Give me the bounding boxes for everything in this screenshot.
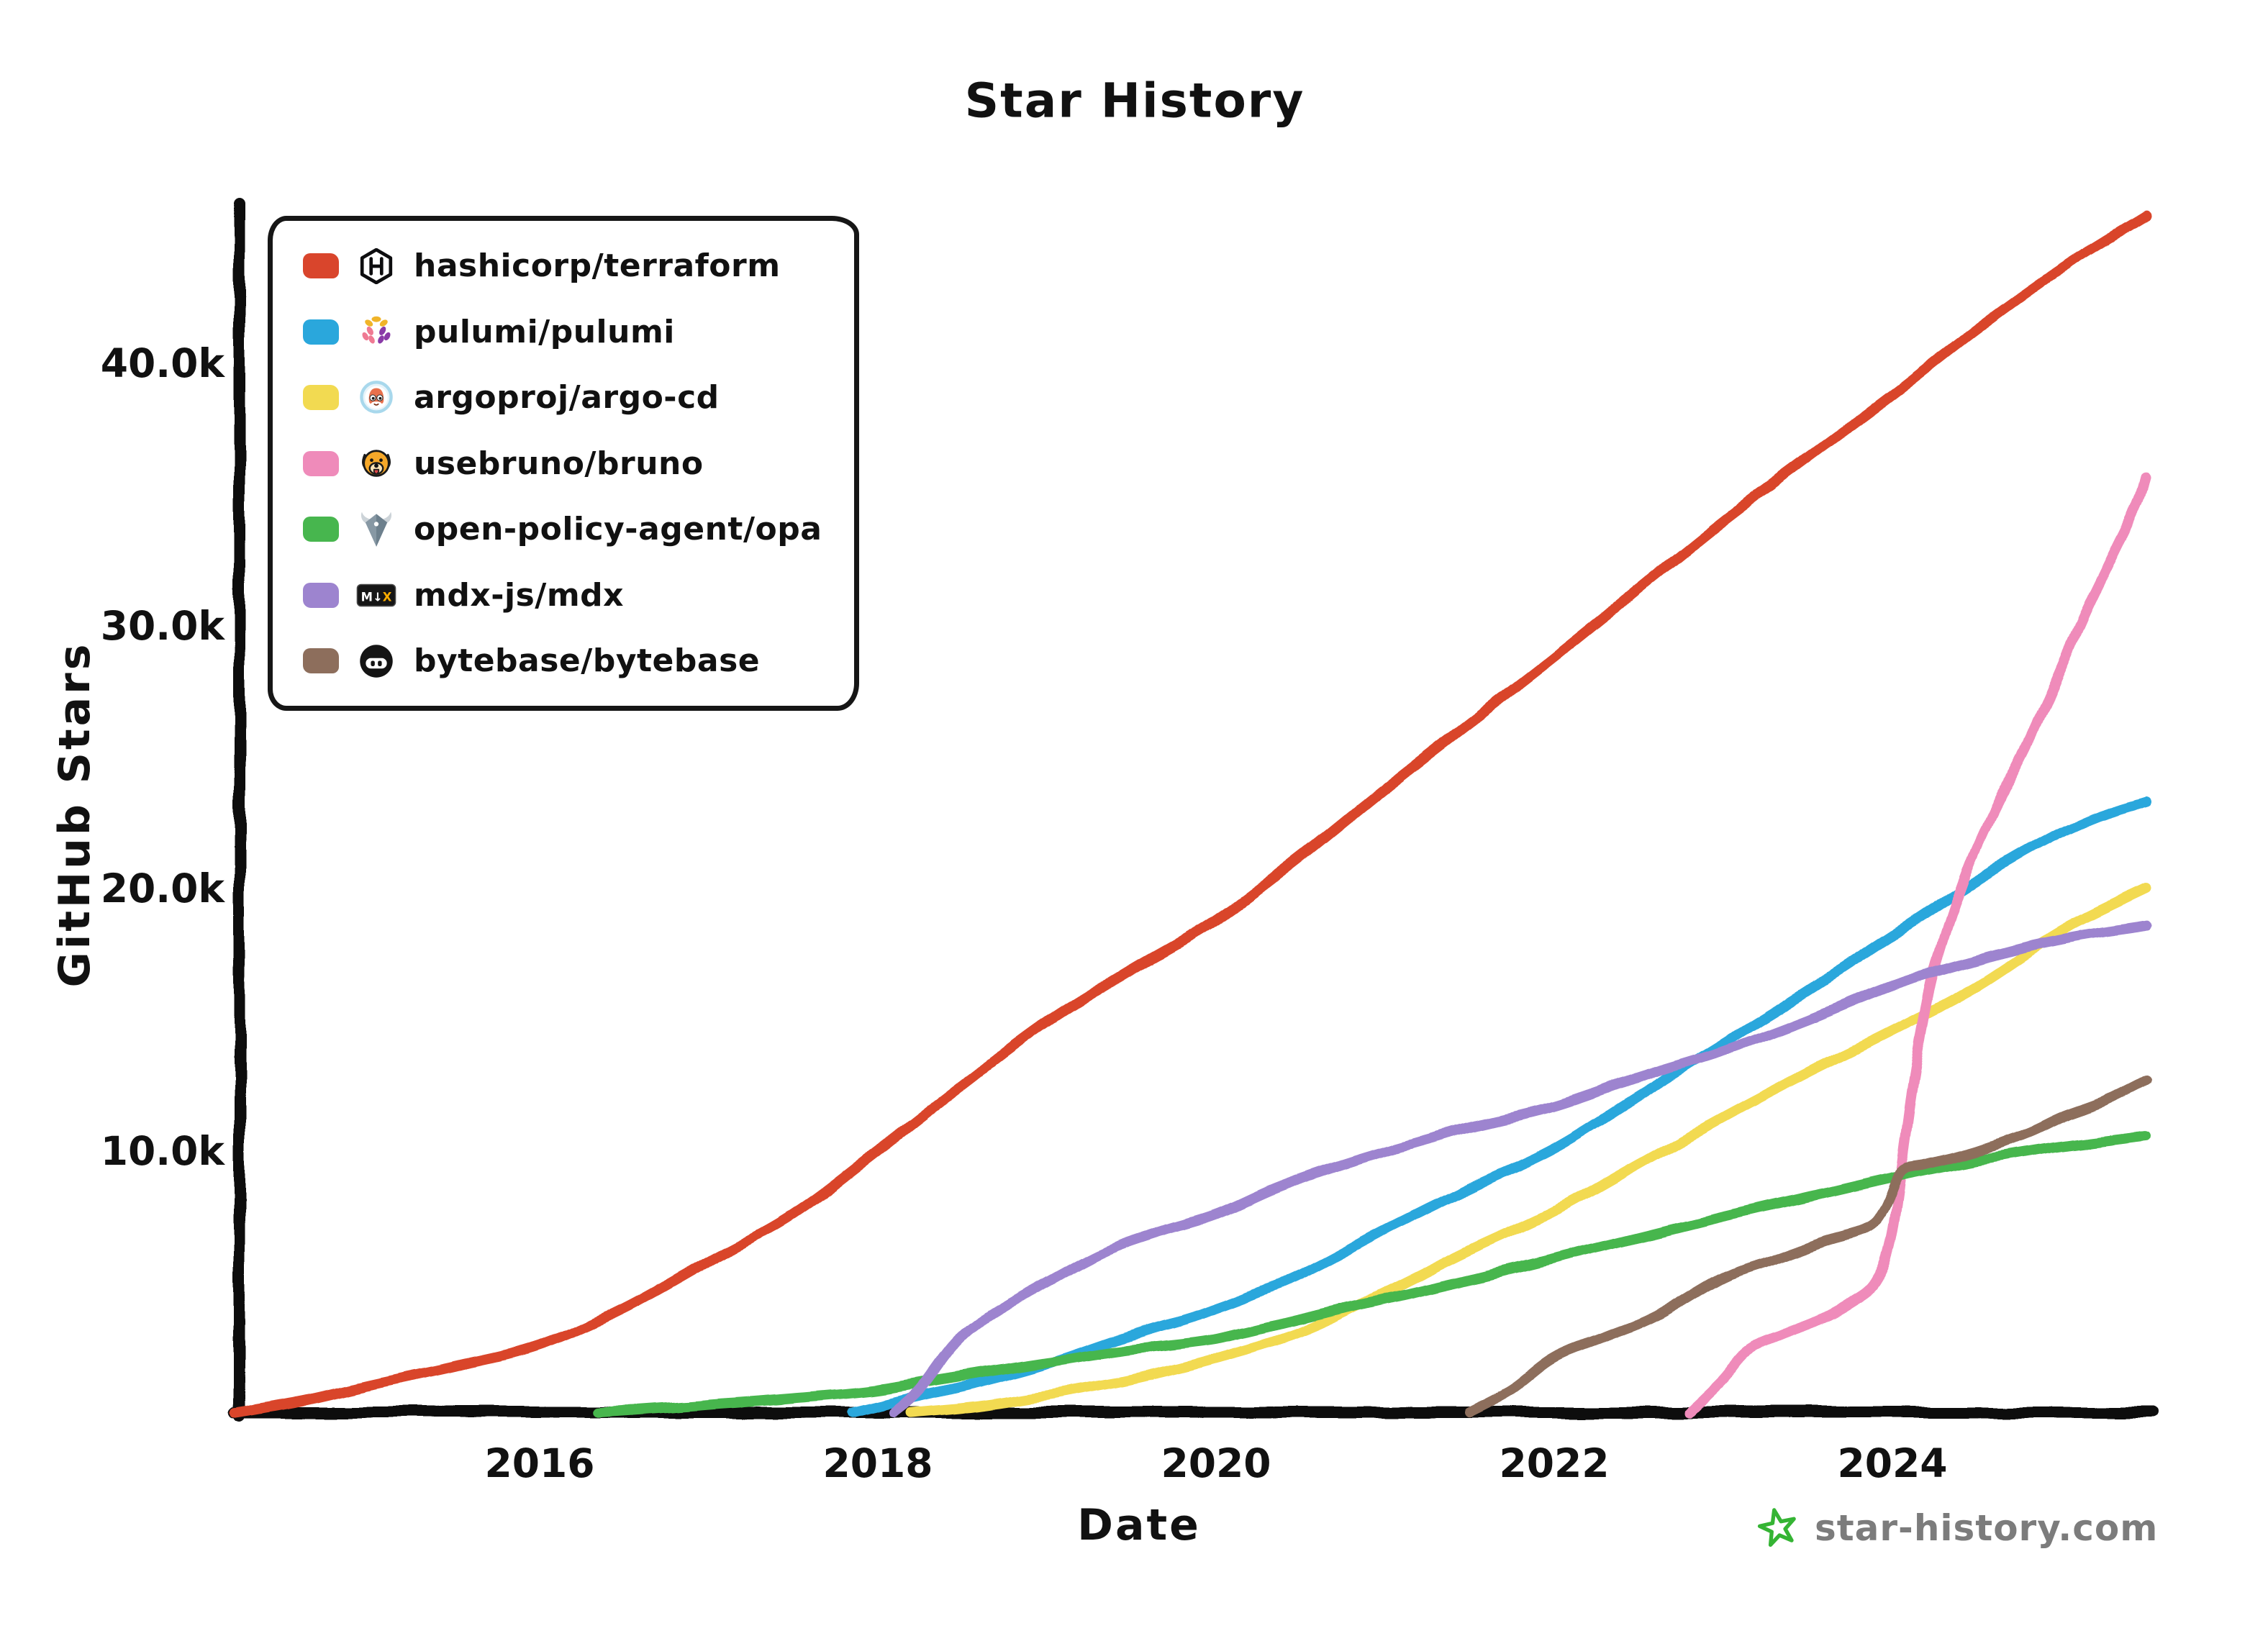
legend-item-label: mdx-js/mdx [414, 576, 625, 614]
series-line-argoproj-argo-cd [907, 883, 2151, 1418]
series-line-open-policy-agent-opa [594, 1130, 2151, 1418]
star-logo-icon [1754, 1504, 1802, 1552]
x-tick-label: 2016 [484, 1440, 595, 1486]
legend-item-hashicorp-terraform: hashicorp/terraform [303, 235, 847, 297]
legend-color-swatch [303, 319, 339, 345]
legend-item-label: argoproj/argo-cd [414, 379, 720, 416]
watermark: star-history.com [1754, 1495, 2158, 1561]
legend-color-swatch [303, 517, 339, 542]
legend-item-label: open-policy-agent/opa [414, 511, 822, 547]
y-tick-label: 40.0k [100, 340, 224, 386]
series-line-pulumi-pulumi [847, 796, 2151, 1418]
y-tick-label: 20.0k [100, 865, 224, 912]
legend-item-argoproj-argo-cd: argoproj/argo-cd [303, 367, 847, 429]
x-axis-title: Date [1077, 1500, 1201, 1550]
series-line-bytebase-bytebase [1464, 1075, 2151, 1418]
legend-color-swatch [303, 648, 339, 673]
legend-item-bytebase-bytebase: bytebase/bytebase [303, 630, 847, 692]
legend-item-label: pulumi/pulumi [414, 313, 675, 350]
series-line-hashicorp-terraform [230, 211, 2151, 1418]
y-tick-label: 10.0k [100, 1128, 224, 1174]
page-title: Star History [964, 73, 1305, 129]
legend-color-swatch [303, 253, 339, 278]
series-line-mdx-js-mdx [889, 920, 2151, 1418]
mdx-icon: M↓X [356, 575, 396, 615]
bruno-icon [356, 443, 396, 483]
legend-item-open-policy-agent-opa: open-policy-agent/opa [303, 499, 847, 560]
pulumi-icon [356, 312, 396, 352]
legend-item-label: hashicorp/terraform [414, 247, 781, 284]
legend-item-usebruno-bruno: usebruno/bruno [303, 432, 847, 494]
y-axis-title: GitHub Stars [50, 641, 100, 988]
x-tick-label: 2024 [1837, 1440, 1948, 1486]
watermark-text: star-history.com [1815, 1507, 2159, 1549]
x-tick-label: 2022 [1499, 1440, 1610, 1486]
legend-item-mdx-js-mdx: M↓X mdx-js/mdx [303, 564, 847, 626]
opa-icon [356, 509, 396, 550]
legend-item-label: bytebase/bytebase [414, 642, 761, 679]
x-tick-label: 2018 [822, 1440, 933, 1486]
legend-color-swatch [303, 385, 339, 410]
svg-text:M↓X: M↓X [361, 591, 392, 604]
series-line-usebruno-bruno [1684, 473, 2151, 1418]
hashicorp-icon [356, 246, 396, 286]
legend: hashicorp/terraform pulumi/pulumi argopr… [268, 216, 859, 711]
y-tick-label: 30.0k [100, 603, 224, 649]
legend-color-swatch [303, 450, 339, 476]
bytebase-icon [356, 641, 396, 681]
argocd-icon [356, 378, 396, 418]
legend-color-swatch [303, 582, 339, 608]
legend-item-pulumi-pulumi: pulumi/pulumi [303, 301, 847, 363]
legend-item-label: usebruno/bruno [414, 445, 704, 482]
x-tick-label: 2020 [1161, 1440, 1271, 1486]
